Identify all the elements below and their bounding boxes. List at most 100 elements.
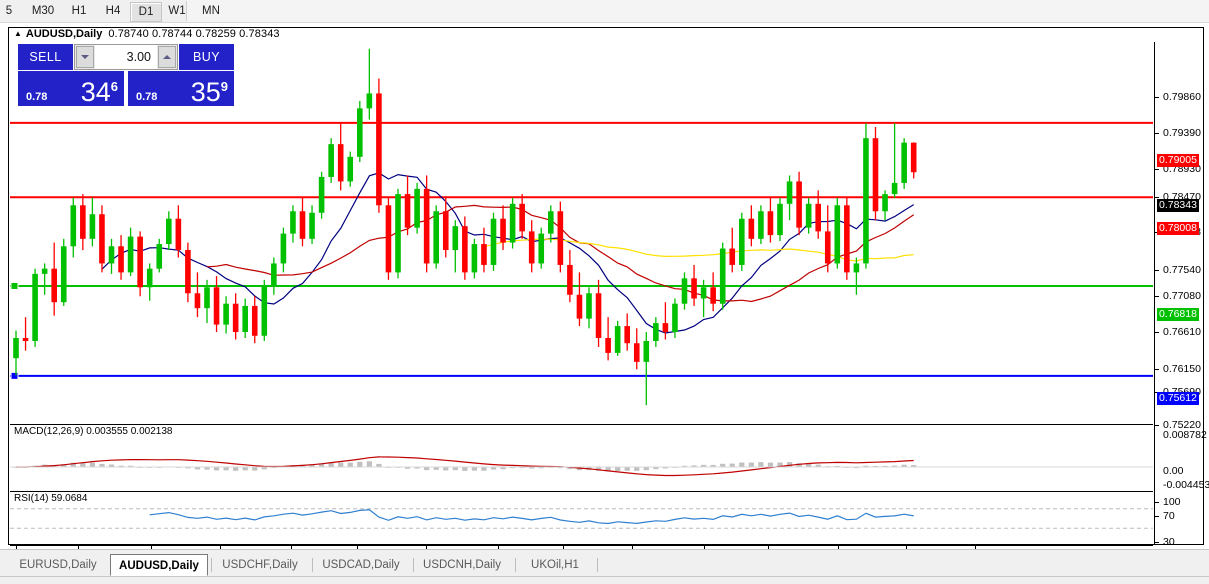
candle-body[interactable] bbox=[404, 194, 411, 228]
one-click-trading-panel[interactable]: SELL 3.00 BUY 0.78 346 0.78 359 bbox=[18, 44, 234, 107]
timeframe-mn[interactable]: MN bbox=[202, 5, 220, 17]
volume-input[interactable]: 3.00 bbox=[95, 45, 157, 69]
candle-body[interactable] bbox=[347, 156, 354, 182]
candle-body[interactable] bbox=[767, 211, 774, 236]
candle-body[interactable] bbox=[414, 188, 420, 228]
price-axis[interactable]: 0.79860 0.79390 0.78930 0.78470 0.78008 0.775… bbox=[1154, 42, 1209, 562]
candle-body[interactable] bbox=[118, 246, 124, 273]
candle-body[interactable] bbox=[337, 144, 344, 182]
hline-handle[interactable] bbox=[10, 371, 19, 380]
candle-body[interactable] bbox=[32, 273, 38, 341]
candle-body[interactable] bbox=[232, 303, 239, 333]
chart-tab-usdchf[interactable]: USDCHF,Daily bbox=[222, 559, 298, 571]
candle-body[interactable] bbox=[290, 211, 296, 234]
collapse-triangle-icon[interactable]: ▲ bbox=[14, 29, 22, 38]
candle-body[interactable] bbox=[844, 205, 850, 273]
candle-body[interactable] bbox=[395, 194, 401, 273]
candle-body[interactable] bbox=[853, 263, 860, 273]
volume-increase-button[interactable] bbox=[158, 46, 176, 68]
candle-body[interactable] bbox=[653, 323, 659, 341]
candle-body[interactable] bbox=[175, 218, 182, 251]
candle-body[interactable] bbox=[872, 138, 879, 212]
current-price-tag[interactable]: 0.78343 bbox=[1157, 199, 1199, 212]
candle-body[interactable] bbox=[41, 268, 48, 274]
candle-body[interactable] bbox=[223, 303, 229, 325]
candle-body[interactable] bbox=[538, 233, 545, 264]
candle-body[interactable] bbox=[433, 211, 439, 264]
candle-body[interactable] bbox=[710, 287, 716, 304]
candle-body[interactable] bbox=[213, 287, 220, 325]
candle-body[interactable] bbox=[614, 326, 621, 353]
candle-body[interactable] bbox=[299, 211, 306, 239]
candle-body[interactable] bbox=[910, 142, 917, 173]
candle-body[interactable] bbox=[471, 244, 478, 273]
candle-body[interactable] bbox=[127, 236, 134, 273]
buy-price-display[interactable]: 0.78 359 bbox=[128, 71, 234, 107]
candle-body[interactable] bbox=[672, 303, 678, 333]
candle-body[interactable] bbox=[185, 250, 191, 294]
candle-body[interactable] bbox=[729, 248, 736, 265]
candle-body[interactable] bbox=[662, 323, 669, 333]
candle-body[interactable] bbox=[748, 218, 755, 239]
candle-body[interactable] bbox=[528, 231, 535, 264]
candle-body[interactable] bbox=[357, 108, 363, 157]
candle-body[interactable] bbox=[89, 214, 96, 239]
candle-body[interactable] bbox=[824, 231, 831, 264]
chart-tab-audusd[interactable]: AUDUSD,Daily bbox=[110, 554, 208, 576]
candle-body[interactable] bbox=[882, 194, 888, 212]
timeframe-m30[interactable]: M30 bbox=[31, 5, 55, 17]
candle-body[interactable] bbox=[901, 142, 907, 183]
candle-body[interactable] bbox=[156, 244, 163, 269]
volume-stepper[interactable]: 3.00 bbox=[74, 44, 178, 70]
timeframe-h1[interactable]: H1 bbox=[71, 5, 87, 17]
candle-body[interactable] bbox=[328, 144, 334, 177]
candle-body[interactable] bbox=[137, 236, 143, 288]
candle-body[interactable] bbox=[643, 340, 650, 362]
candle-body[interactable] bbox=[22, 338, 29, 341]
candle-body[interactable] bbox=[576, 294, 583, 319]
sell-price-display[interactable]: 0.78 346 bbox=[18, 71, 124, 107]
candle-body[interactable] bbox=[309, 212, 315, 239]
candle-body[interactable] bbox=[624, 326, 630, 344]
candle-body[interactable] bbox=[777, 203, 783, 236]
candle-body[interactable] bbox=[691, 278, 697, 299]
candle-body[interactable] bbox=[834, 205, 841, 264]
candle-body[interactable] bbox=[242, 305, 248, 333]
candle-body[interactable] bbox=[108, 246, 115, 264]
candle-body[interactable] bbox=[366, 93, 373, 109]
candle-body[interactable] bbox=[719, 248, 726, 304]
candle-body[interactable] bbox=[280, 233, 287, 264]
candle-body[interactable] bbox=[271, 263, 277, 286]
candle-body[interactable] bbox=[51, 268, 57, 303]
candle-body[interactable] bbox=[786, 181, 793, 204]
candle-body[interactable] bbox=[595, 293, 602, 339]
candle-body[interactable] bbox=[758, 211, 764, 239]
hline-handle[interactable] bbox=[10, 281, 19, 290]
timeframe-h4[interactable]: H4 bbox=[105, 5, 121, 17]
sell-button[interactable]: SELL bbox=[18, 44, 73, 70]
candle-body[interactable] bbox=[700, 287, 707, 299]
candle-body[interactable] bbox=[815, 203, 821, 232]
candle-body[interactable] bbox=[442, 211, 449, 251]
candle-body[interactable] bbox=[194, 293, 201, 309]
candle-body[interactable] bbox=[557, 211, 564, 265]
candle-body[interactable] bbox=[490, 218, 497, 265]
candle-body[interactable] bbox=[891, 182, 898, 195]
candle-body[interactable] bbox=[567, 264, 573, 295]
candle-body[interactable] bbox=[481, 244, 487, 265]
candle-body[interactable] bbox=[376, 93, 382, 206]
candle-body[interactable] bbox=[462, 226, 468, 273]
chart-tab-usdcad[interactable]: USDCAD,Daily bbox=[322, 559, 400, 571]
macd-pane[interactable]: MACD(12,26,9) 0.003555 0.002138 bbox=[10, 424, 1153, 491]
price-pane[interactable] bbox=[10, 42, 1153, 423]
timeframe-d1[interactable]: D1 bbox=[130, 2, 162, 22]
candle-body[interactable] bbox=[681, 278, 688, 304]
candle-body[interactable] bbox=[805, 203, 812, 228]
timeframe-5[interactable]: 5 bbox=[5, 5, 13, 17]
candle-body[interactable] bbox=[166, 218, 172, 245]
candle-body[interactable] bbox=[605, 338, 611, 353]
chart-tab-ukoil[interactable]: UKOil,H1 bbox=[531, 559, 579, 571]
candle-body[interactable] bbox=[261, 285, 268, 336]
candle-body[interactable] bbox=[452, 226, 459, 251]
candle-body[interactable] bbox=[633, 343, 640, 362]
